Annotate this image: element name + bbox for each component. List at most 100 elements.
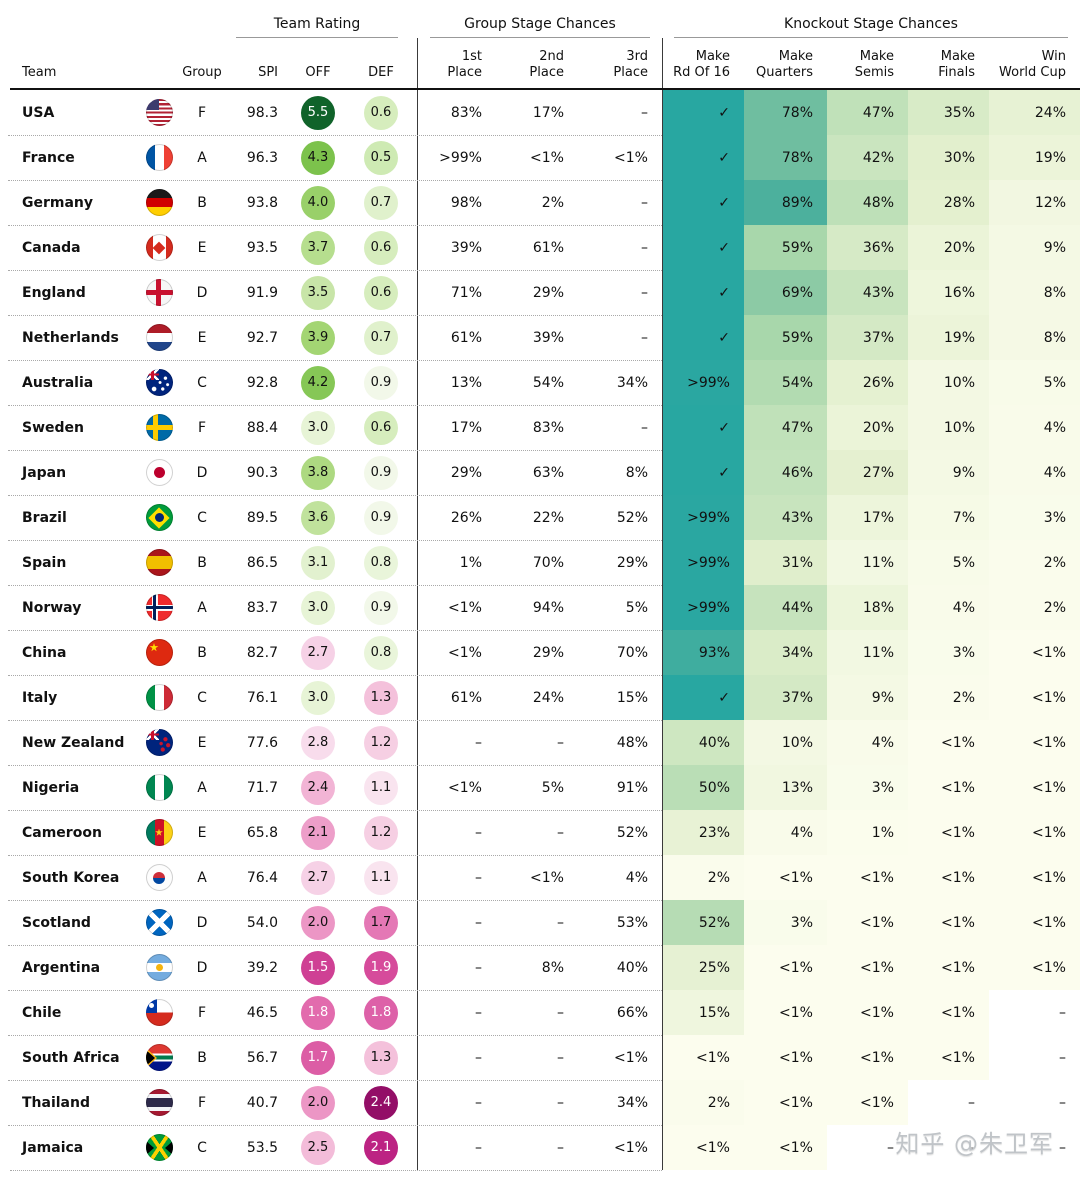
second-place-cell: 63% [532, 464, 564, 481]
section-divider [410, 630, 418, 675]
second-place-cell: 22% [532, 509, 564, 526]
make-semis-cell: <1% [827, 945, 908, 990]
third-place-cell: 48% [616, 734, 648, 751]
section-divider [410, 765, 418, 810]
make-rd16-cell: <1% [662, 1125, 744, 1170]
spi-cell: 77.6 [246, 734, 278, 751]
group-cell: F [197, 419, 207, 436]
section-divider [410, 945, 418, 990]
def-rating-badge: 0.7 [364, 185, 398, 220]
make-rd16-cell: 50% [662, 765, 744, 810]
def-cell: 0.6 [352, 405, 410, 450]
table-row: France A 96.3 4.3 0.5 >99% <1% <1% ✓ 78% 42% 30% 19% [8, 135, 1080, 180]
second-place-cell: – [557, 1139, 564, 1156]
flag-cell [138, 630, 180, 675]
off-rating-badge: 1.8 [301, 995, 335, 1030]
flag-cell [138, 315, 180, 360]
south-africa-flag-icon [145, 1044, 173, 1071]
make-finals-cell: 4% [908, 585, 989, 630]
spi-cell: 93.8 [246, 194, 278, 211]
japan-flag-icon [145, 459, 173, 486]
team-name: France [22, 149, 75, 166]
make-rd16-cell: ✓ [662, 405, 744, 450]
make-quarters-cell: 78% [744, 90, 827, 135]
spi-cell: 93.5 [246, 239, 278, 256]
first-place-cell: – [475, 824, 482, 841]
second-place-cell: 24% [532, 689, 564, 706]
group-cell: D [196, 914, 208, 931]
make-quarters-cell: <1% [744, 1125, 827, 1170]
team-name: Canada [22, 239, 81, 256]
win-world-cup-cell: <1% [989, 810, 1080, 855]
make-rd16-cell: 52% [662, 900, 744, 945]
off-cell: 1.7 [284, 1035, 352, 1080]
win-world-cup-cell: 8% [989, 270, 1080, 315]
chile-flag-icon [145, 999, 173, 1026]
group-cell: A [197, 869, 207, 886]
team-name: Cameroon [22, 824, 102, 841]
table-row: Nigeria A 71.7 2.4 1.1 <1% 5% 91% 50% 13% 3% <1% <1% [8, 765, 1080, 810]
cameroon-flag-icon [145, 819, 173, 846]
group-cell: E [197, 239, 207, 256]
make-rd16-cell: <1% [662, 1035, 744, 1080]
section-divider [410, 90, 418, 135]
spi-cell: 83.7 [246, 599, 278, 616]
group-cell: B [197, 554, 207, 571]
off-cell: 2.0 [284, 900, 352, 945]
off-rating-badge: 2.7 [301, 860, 335, 895]
make-quarters-cell: 44% [744, 585, 827, 630]
third-place-cell: 15% [616, 689, 648, 706]
group-cell: A [197, 149, 207, 166]
section-divider [410, 360, 418, 405]
def-rating-badge: 0.9 [364, 365, 398, 400]
spi-cell: 98.3 [246, 104, 278, 121]
group-cell: F [197, 1004, 207, 1021]
first-place-cell: – [475, 869, 482, 886]
spi-cell: 39.2 [246, 959, 278, 976]
def-rating-badge: 0.6 [364, 230, 398, 265]
new-zealand-flag-icon [145, 729, 173, 756]
off-cell: 3.5 [284, 270, 352, 315]
first-place-cell: <1% [448, 779, 482, 796]
group-cell: D [196, 464, 208, 481]
def-cell: 0.9 [352, 360, 410, 405]
first-place-cell: – [475, 1049, 482, 1066]
def-cell: 1.7 [352, 900, 410, 945]
make-rd16-cell: ✓ [662, 675, 744, 720]
flag-cell [138, 270, 180, 315]
make-quarters-cell: <1% [744, 945, 827, 990]
team-name: Sweden [22, 419, 84, 436]
team-name: Germany [22, 194, 94, 211]
make-quarters-cell: 59% [744, 225, 827, 270]
flag-cell [138, 855, 180, 900]
col-header-team: Team [22, 64, 57, 80]
flag-cell [138, 540, 180, 585]
def-rating-badge: 0.7 [364, 320, 398, 355]
make-finals-cell: 20% [908, 225, 989, 270]
table-row: Argentina D 39.2 1.5 1.9–8% 40% 25% <1% <1% <1% <1… [8, 945, 1080, 990]
second-place-cell: 54% [532, 374, 564, 391]
make-rd16-cell: 93% [662, 630, 744, 675]
group-cell: C [197, 509, 207, 526]
off-rating-badge: 4.3 [301, 140, 335, 175]
team-name: Brazil [22, 509, 67, 526]
second-place-cell: 29% [532, 284, 564, 301]
make-finals-cell: 5% [908, 540, 989, 585]
make-finals-cell: 35% [908, 90, 989, 135]
second-place-cell: – [557, 914, 564, 931]
make-quarters-cell: <1% [744, 990, 827, 1035]
col-header-make-finals: Make Finals [938, 48, 975, 80]
first-place-cell: – [475, 1139, 482, 1156]
off-rating-badge: 1.5 [301, 950, 335, 985]
make-rd16-cell: 2% [662, 855, 744, 900]
make-quarters-cell: <1% [744, 1080, 827, 1125]
col-header-make-quarters: Make Quarters [756, 48, 813, 80]
def-rating-badge: 0.5 [364, 140, 398, 175]
table-row: South Korea A 76.4 2.7 1.1– <1% 4% 2% <1% <1% <1% <… [8, 855, 1080, 900]
make-quarters-cell: 34% [744, 630, 827, 675]
def-cell: 0.6 [352, 225, 410, 270]
make-finals-cell: <1% [908, 1035, 989, 1080]
second-place-cell: 39% [532, 329, 564, 346]
make-rd16-cell: >99% [662, 585, 744, 630]
